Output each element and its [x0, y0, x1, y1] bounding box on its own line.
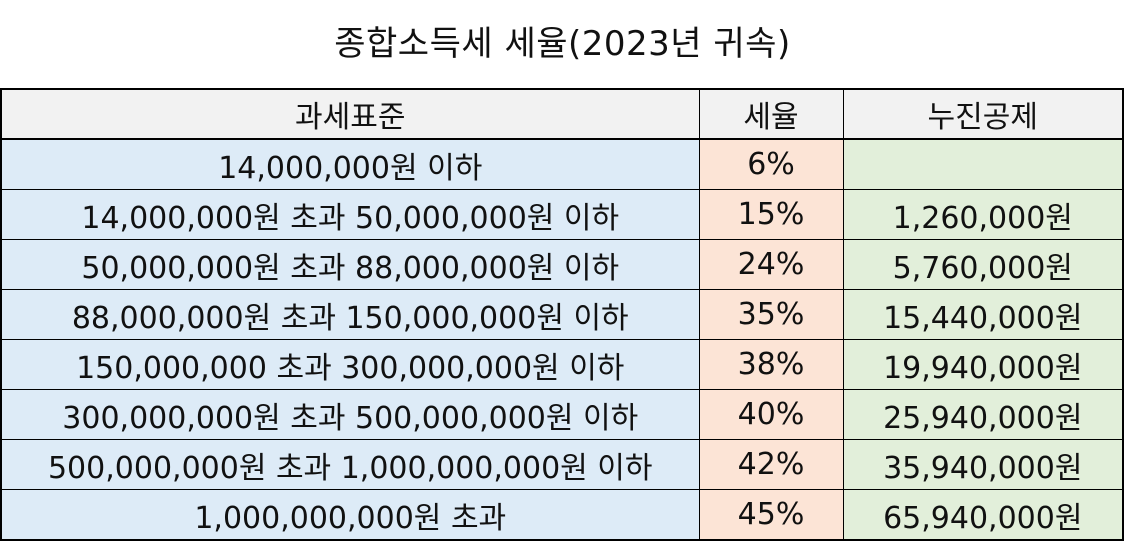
table-row: 500,000,000원 초과 1,000,000,000원 이하 42% 35… [0, 439, 1124, 490]
bracket-cell: 14,000,000원 초과 50,000,000원 이하 [0, 189, 700, 240]
deduction-cell: 15,440,000원 [842, 289, 1124, 340]
rate-cell: 35% [698, 289, 844, 340]
rate-cell: 45% [698, 489, 844, 541]
table-row: 88,000,000원 초과 150,000,000원 이하 35% 15,44… [0, 289, 1124, 340]
deduction-cell: 19,940,000원 [842, 339, 1124, 390]
header-bracket: 과세표준 [0, 88, 700, 140]
deduction-cell: 1,260,000원 [842, 189, 1124, 240]
rate-cell: 42% [698, 439, 844, 490]
header-deduction: 누진공제 [842, 88, 1124, 140]
table-row: 300,000,000원 초과 500,000,000원 이하 40% 25,9… [0, 389, 1124, 440]
bracket-cell: 500,000,000원 초과 1,000,000,000원 이하 [0, 439, 700, 490]
deduction-cell: 5,760,000원 [842, 239, 1124, 290]
bracket-cell: 150,000,000 초과 300,000,000원 이하 [0, 339, 700, 390]
deduction-cell: 25,940,000원 [842, 389, 1124, 440]
tax-rate-table: 과세표준 세율 누진공제 14,000,000원 이하 6% 14,000,00… [0, 88, 1124, 541]
deduction-cell: 65,940,000원 [842, 489, 1124, 541]
rate-cell: 15% [698, 189, 844, 240]
table-row: 1,000,000,000원 초과 45% 65,940,000원 [0, 489, 1124, 541]
deduction-cell: 35,940,000원 [842, 439, 1124, 490]
table-row: 14,000,000원 이하 6% [0, 138, 1124, 190]
bracket-cell: 88,000,000원 초과 150,000,000원 이하 [0, 289, 700, 340]
rate-cell: 6% [698, 138, 844, 190]
bracket-cell: 300,000,000원 초과 500,000,000원 이하 [0, 389, 700, 440]
page-title: 종합소득세 세율(2023년 귀속) [334, 24, 791, 64]
table-row: 14,000,000원 초과 50,000,000원 이하 15% 1,260,… [0, 189, 1124, 240]
bracket-cell: 14,000,000원 이하 [0, 138, 700, 190]
rate-cell: 24% [698, 239, 844, 290]
rate-cell: 38% [698, 339, 844, 390]
deduction-cell [842, 138, 1124, 190]
table-row: 150,000,000 초과 300,000,000원 이하 38% 19,94… [0, 339, 1124, 390]
bracket-cell: 50,000,000원 초과 88,000,000원 이하 [0, 239, 700, 290]
rate-cell: 40% [698, 389, 844, 440]
header-rate: 세율 [698, 88, 844, 140]
table-row: 50,000,000원 초과 88,000,000원 이하 24% 5,760,… [0, 239, 1124, 290]
table-header-row: 과세표준 세율 누진공제 [0, 88, 1124, 140]
bracket-cell: 1,000,000,000원 초과 [0, 489, 700, 541]
